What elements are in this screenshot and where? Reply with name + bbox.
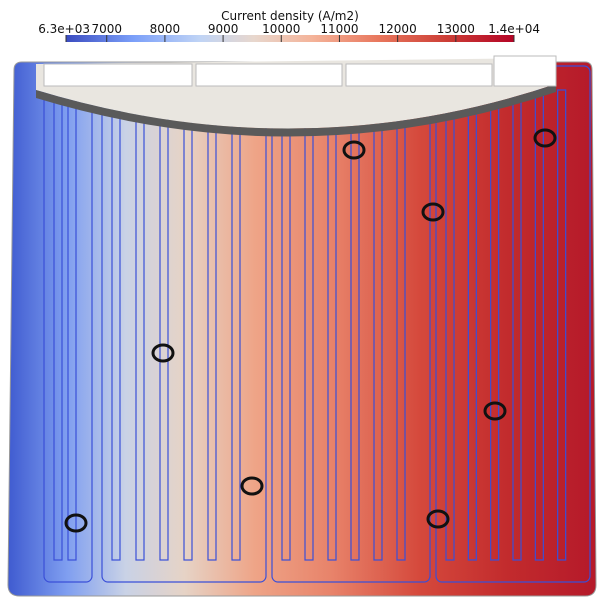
tick-label: 6.3e+03 — [38, 22, 90, 36]
tick-label: 1.4e+04 — [488, 22, 540, 36]
plate — [8, 62, 596, 596]
colorbar-title: Current density (A/m2) — [221, 9, 359, 23]
tick-label: 11000 — [320, 22, 358, 36]
tick-label: 9000 — [208, 22, 239, 36]
tick-label: 13000 — [437, 22, 475, 36]
page: Current density (A/m2) 6.3e+037000 8000 90… — [0, 0, 601, 601]
tick-label: 8000 — [150, 22, 181, 36]
tick-label: 10000 — [262, 22, 300, 36]
visualization: Current density (A/m2) 6.3e+037000 8000 90… — [0, 0, 601, 601]
colorbar — [66, 35, 514, 42]
tick-label: 12000 — [379, 22, 417, 36]
tick-label: 7000 — [91, 22, 122, 36]
